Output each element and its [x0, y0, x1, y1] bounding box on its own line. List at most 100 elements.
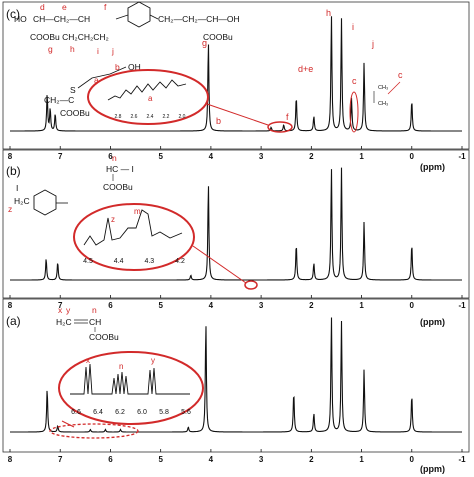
axis-tick-label: -1: [458, 455, 466, 464]
inset-tick-label: 2.6: [131, 114, 138, 120]
panel-c-xunit: (ppm): [420, 162, 445, 172]
peak-c-c2-arrow: [387, 81, 401, 95]
panel-c-link-line: [206, 103, 269, 126]
inset-tick-label: 5.8: [159, 409, 169, 416]
panel-a-inset: x n y 6.6 6.4 6.2 6.0 5.8 5.6: [49, 351, 204, 439]
panel-a-inset-trace: [70, 363, 190, 395]
inset-tick-label: 4.2: [175, 258, 185, 265]
inset-tick-label: 2.2: [163, 114, 170, 120]
inset-tick-label: 2.8: [115, 114, 122, 120]
panel-b: (b) 8 7 6 5 4 3 2 1 0 -1 (ppm) n HC — I COOBu I H…: [2, 149, 470, 327]
axis-tick-label: 6: [108, 301, 113, 310]
axis-tick-label: 2: [309, 301, 314, 310]
peak-c-g: g: [202, 38, 207, 48]
axis-tick-label: 4: [209, 301, 214, 310]
axis-tick-label: 8: [8, 301, 13, 310]
struct-b-label-i: I: [16, 183, 18, 193]
struct-c-end-group-2: CH₃: [378, 101, 388, 107]
panel-c-inset-label: a: [148, 94, 153, 103]
axis-tick-label: 2: [309, 455, 314, 464]
panel-a-inset-ellipse: [58, 351, 204, 425]
inset-tick-label: 2.0: [179, 114, 186, 120]
axis-tick-label: 7: [58, 152, 63, 161]
struct-a-ch: CH: [89, 317, 101, 327]
inset-tick-label: 2.4: [147, 114, 154, 120]
peak-c-f: f: [286, 112, 289, 122]
panel-b-frame: [2, 149, 470, 299]
inset-tick-label: 6.0: [137, 409, 147, 416]
panel-a-frame: [2, 298, 470, 453]
peak-c-b: b: [216, 116, 221, 126]
panel-c: (c) 8 7 6 5 4 3 2 1 0 -1 (ppm) d e f HO CH—CH₂—CH…: [2, 1, 470, 172]
panel-c-inset-ellipse: [87, 69, 209, 125]
panel-b-xunit: (ppm): [420, 317, 445, 327]
panel-a-label: (a): [6, 314, 21, 328]
struct-b-bottom: COOBu: [103, 182, 133, 192]
ring-link-left: [115, 14, 129, 20]
axis-tick-label: 5: [158, 152, 163, 161]
panel-a-inset-y: y: [151, 356, 155, 365]
peak-c-c-marker: [349, 91, 359, 133]
axis-tick-label: 0: [410, 301, 415, 310]
panel-a-inset-n: n: [119, 362, 123, 371]
struct-c-coobu-left: COOBu CH₂CH₂CH₂: [30, 32, 109, 42]
struct-c-right-chain: CH₂—CH₂—CH—OH: [158, 14, 240, 24]
axis-tick-label: 5: [158, 301, 163, 310]
peak-c-j: j: [371, 39, 374, 49]
benzene-ring: [127, 1, 151, 28]
axis-tick-label: 3: [259, 152, 264, 161]
panel-b-inset-trace: [83, 209, 183, 246]
struct-a-label-y: y: [66, 305, 71, 315]
inset-tick-label: 4.3: [144, 258, 154, 265]
axis-tick-label: 6: [108, 455, 113, 464]
axis-tick-label: 7: [58, 455, 63, 464]
panel-b-inset-ticks: 4.5 4.4 4.3 4.2: [83, 258, 185, 265]
panel-b-inset: z m 4.5 4.4 4.3 4.2: [73, 203, 258, 290]
struct-c-side-s: S: [70, 85, 76, 95]
axis-tick-label: 3: [259, 455, 264, 464]
struct-c-label-i: i: [97, 46, 99, 56]
struct-c-coobu-right: COOBu: [203, 32, 233, 42]
panel-a-spectrum: [10, 317, 462, 433]
axis-tick-label: 7: [58, 301, 63, 310]
panel-a-link-line: [61, 420, 75, 428]
axis-tick-label: 4: [209, 455, 214, 464]
axis-tick-label: 1: [359, 301, 364, 310]
struct-c-side-coobu: COOBu: [60, 108, 90, 118]
panel-a-inset-x: x: [86, 356, 90, 365]
struct-c-side-bonds: [77, 66, 127, 89]
axis-tick-label: -1: [458, 152, 466, 161]
panel-b-label: (b): [6, 164, 21, 178]
panel-b-inset-m: m: [134, 207, 141, 216]
struct-a-label-n: n: [92, 305, 97, 315]
struct-c-label-e: e: [62, 2, 67, 12]
panel-c-ticks: 8 7 6 5 4 3 2 1 0 -1: [8, 146, 466, 161]
axis-tick-label: 0: [410, 455, 415, 464]
struct-c-label-d: d: [40, 2, 45, 12]
panel-c-label: (c): [6, 7, 20, 21]
panel-c-frame: [2, 1, 470, 150]
axis-tick-label: 3: [259, 301, 264, 310]
inset-tick-label: 6.4: [93, 409, 103, 416]
peak-c-h: h: [326, 8, 331, 18]
panel-a-structure: x y n H₂C CH COOBu: [56, 305, 119, 342]
inset-tick-label: 6.2: [115, 409, 125, 416]
panel-b-highlight-ellipse: [244, 280, 258, 290]
panel-b-structure: n HC — I COOBu I H₂C z: [8, 153, 134, 216]
struct-b-top: HC — I: [106, 164, 134, 174]
axis-tick-label: 4: [209, 152, 214, 161]
struct-c-label-g: g: [48, 44, 53, 54]
panel-a-xunit: (ppm): [420, 464, 445, 474]
inset-tick-label: 4.5: [83, 258, 93, 265]
panel-a: (a) 8 7 6 5 4 3 2 1 0 -1 (ppm) x y n H₂C CH COOBu…: [2, 298, 470, 474]
axis-tick-label: 5: [158, 455, 163, 464]
panel-b-inset-ellipse: [73, 203, 195, 271]
panel-c-inset-trace: [107, 79, 187, 101]
panel-c-structure: d e f HO CH—CH₂—CH CH₂—CH₂—CH—OH COOBu C…: [14, 1, 388, 118]
panel-c-inset-ticks: 2.8 2.6 2.4 2.2 2.0: [115, 114, 186, 120]
struct-c-chain: CH—CH₂—CH: [33, 14, 90, 24]
axis-tick-label: 8: [8, 455, 13, 464]
struct-c-side-b: b: [115, 62, 120, 72]
peak-c-c1: c: [352, 76, 357, 86]
